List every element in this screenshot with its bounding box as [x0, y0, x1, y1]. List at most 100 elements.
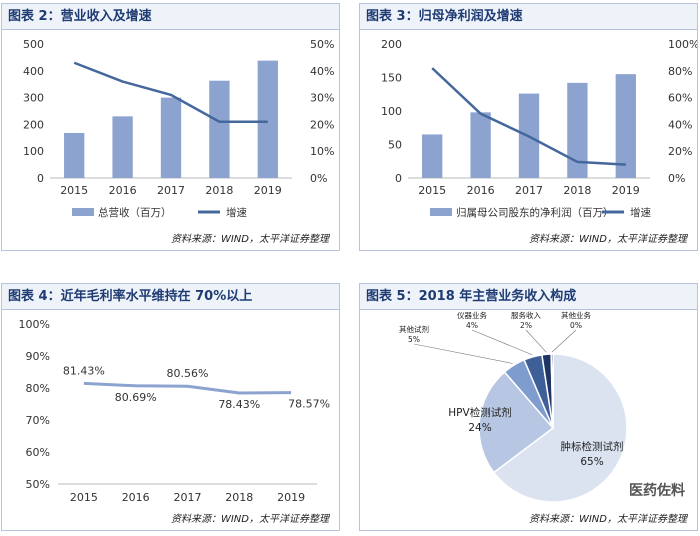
x-tick-label: 2015 — [70, 491, 98, 504]
chart-source: 资料来源：WIND，太平洋证券整理 — [528, 234, 687, 245]
y-tick-label: 200 — [23, 118, 44, 131]
data-label: 80.56% — [167, 367, 209, 380]
y-tick-label: 90% — [26, 350, 50, 363]
gross-margin-line — [83, 381, 292, 395]
y2-tick-label: 80% — [668, 65, 692, 78]
y-tick-label: 70% — [26, 414, 50, 427]
data-label: 81.43% — [63, 364, 105, 377]
revenue-chart: 0 100 200 300 400 500 0% 10% 20% 30% 40% 50% 2015 201… — [23, 38, 334, 219]
legend-bar-label: 总营收（百万） — [98, 206, 172, 219]
y-tick-label: 300 — [23, 92, 44, 105]
pie-label: HPV检测试剂 — [448, 406, 511, 419]
chart-title: 图表 3：归母净利润及增速 — [360, 4, 697, 30]
pie-percent-label: 4% — [466, 321, 478, 330]
bar — [64, 132, 85, 178]
y2-tick-label: 40% — [668, 118, 692, 131]
y2-tick-label: 0% — [668, 172, 685, 185]
pie-label: 服务收入 — [511, 310, 541, 320]
bar — [470, 112, 491, 178]
pie-percent-label: 0% — [570, 321, 582, 330]
legend-line-label: 增速 — [226, 206, 247, 219]
net-profit-chart-panel: 图表 3：归母净利润及增速 0 50 100 150 200 0% 20% 40% 60% 80%… — [359, 3, 698, 251]
x-tick-label: 2017 — [157, 184, 185, 197]
x-tick-label: 2019 — [612, 184, 640, 197]
x-tick-label: 2018 — [205, 184, 233, 197]
pie-slice — [478, 370, 555, 474]
pie-percent-label: 2% — [520, 321, 532, 330]
x-tick-label: 2018 — [563, 184, 591, 197]
data-label: 78.43% — [218, 398, 260, 411]
y-tick-label: 400 — [23, 65, 44, 78]
chart-source: 资料来源：WIND，太平洋证券整理 — [528, 514, 687, 525]
y-tick-label: 50 — [388, 139, 402, 152]
x-tick-label: 2017 — [515, 184, 543, 197]
legend-bar-swatch — [430, 208, 452, 216]
pie-slice — [492, 353, 628, 503]
y-tick-label: 80% — [26, 382, 50, 395]
y2-tick-label: 40% — [310, 65, 334, 78]
y2-tick-label: 50% — [310, 38, 334, 51]
pie-label: 其他业务 — [561, 310, 591, 320]
y-tick-label: 0 — [37, 172, 44, 185]
pie-slice — [550, 353, 554, 429]
pie-percent-label: 65% — [580, 456, 603, 468]
growth-rate-line — [73, 61, 268, 123]
y-tick-label: 200 — [381, 38, 402, 51]
gross-margin-chart-panel: 图表 4：近年毛利率水平维持在 70%以上 50% 60% 70% 80% 90% 100… — [1, 283, 340, 531]
y2-tick-label: 20% — [668, 145, 692, 158]
chart-title: 图表 5：2018 年主营业务收入构成 — [360, 284, 697, 310]
y2-tick-label: 20% — [310, 118, 334, 131]
y-tick-label: 60% — [26, 446, 50, 459]
gross-margin-chart: 50% 60% 70% 80% 90% 100% 2015 2016 2017 2018 2019 8… — [19, 318, 331, 504]
pie-label: 肿标检测试剂 — [561, 440, 624, 453]
pie-percent-label: 5% — [408, 335, 420, 344]
data-label: 80.69% — [115, 391, 157, 404]
chart-source: 资料来源：WIND，太平洋证券整理 — [170, 514, 329, 525]
x-tick-label: 2017 — [174, 491, 202, 504]
bar — [160, 97, 182, 178]
bar — [422, 134, 443, 178]
x-tick-label: 2016 — [122, 491, 150, 504]
legend-bar-swatch — [72, 208, 94, 216]
x-tick-label: 2016 — [467, 184, 495, 197]
bar — [112, 116, 133, 178]
x-tick-label: 2015 — [418, 184, 446, 197]
x-tick-label: 2015 — [60, 184, 88, 197]
y-tick-label: 100 — [381, 105, 402, 118]
y2-tick-label: 0% — [310, 172, 327, 185]
y-tick-label: 150 — [381, 72, 402, 85]
bar — [257, 60, 278, 178]
legend-bar-label: 归属母公司股东的净利润（百万） — [456, 206, 614, 219]
pie-label: 其他试剂 — [399, 324, 429, 334]
y-tick-label: 500 — [23, 38, 44, 51]
pie-leader-line — [471, 329, 533, 356]
pie-leader-line — [551, 329, 577, 353]
bar — [615, 74, 636, 178]
x-tick-label: 2019 — [277, 491, 305, 504]
data-label: 78.57% — [288, 398, 330, 411]
y2-tick-label: 10% — [310, 145, 334, 158]
bar — [209, 80, 230, 178]
net-profit-chart: 0 50 100 150 200 0% 20% 40% 60% 80% 100% 2015 2016 20… — [381, 38, 697, 219]
y2-tick-label: 30% — [310, 92, 334, 105]
x-tick-label: 2018 — [225, 491, 253, 504]
y2-tick-label: 100% — [668, 38, 697, 51]
y-tick-label: 50% — [26, 478, 50, 491]
chart-title: 图表 2：营业收入及增速 — [2, 4, 339, 30]
legend-line-label: 增速 — [630, 206, 651, 219]
y-tick-label: 0 — [395, 172, 402, 185]
pie-leader-line — [413, 343, 513, 364]
revenue-chart-panel: 图表 2：营业收入及增速 0 100 200 300 400 500 0% 10% 20% 30%… — [1, 3, 340, 251]
watermark: 医药佐料 — [629, 483, 685, 499]
revenue-composition-chart-panel: 图表 5：2018 年主营业务收入构成 肿标检测试剂 65% HPV检测试剂 24% 其… — [359, 283, 698, 531]
y-tick-label: 100% — [19, 318, 50, 331]
pie-leader-line — [525, 329, 547, 353]
bar — [567, 82, 588, 178]
growth-rate-line — [431, 67, 626, 166]
y-tick-label: 100 — [23, 145, 44, 158]
chart-title: 图表 4：近年毛利率水平维持在 70%以上 — [2, 284, 339, 310]
chart-source: 资料来源：WIND，太平洋证券整理 — [170, 234, 329, 245]
y2-tick-label: 60% — [668, 92, 692, 105]
x-tick-label: 2016 — [109, 184, 137, 197]
